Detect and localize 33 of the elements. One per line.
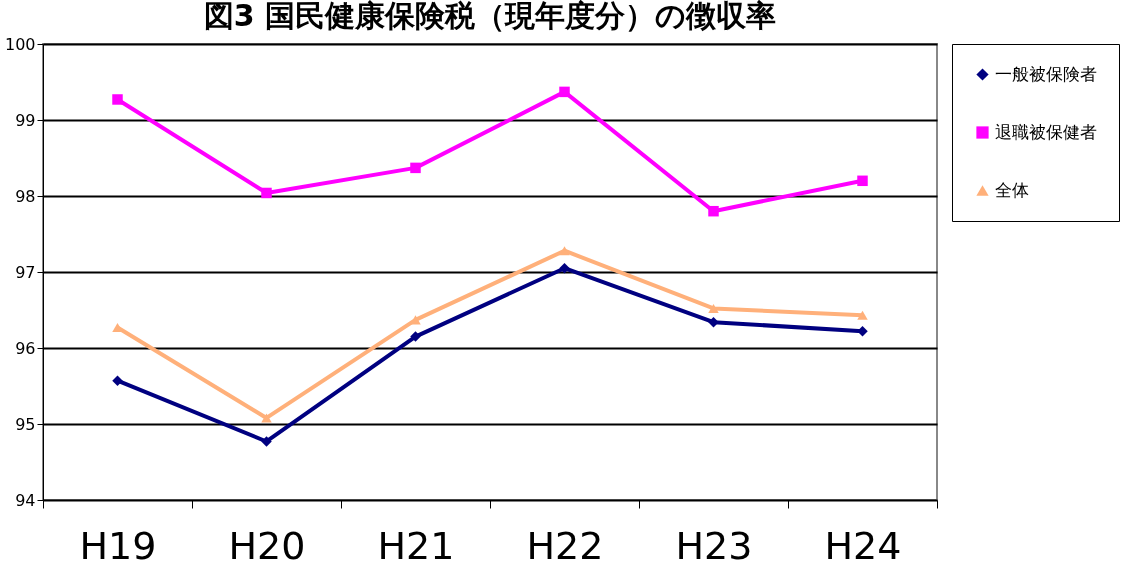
- x-tick-label: H19: [79, 523, 157, 568]
- x-tick-label: H20: [228, 523, 306, 568]
- point: [261, 436, 272, 447]
- point: [857, 175, 868, 187]
- point: [559, 262, 570, 274]
- point: [112, 94, 123, 105]
- point: [112, 375, 123, 386]
- point: [708, 316, 719, 328]
- x-tick-label: H22: [526, 523, 604, 568]
- y-tick-label: 100: [4, 34, 36, 54]
- point: [708, 205, 719, 217]
- point: [261, 187, 272, 199]
- point: [410, 315, 421, 325]
- y-tick-label: 94: [15, 490, 36, 510]
- legend-label: 全体: [995, 179, 1029, 200]
- y-tick-label: 99: [15, 110, 36, 130]
- y-tick-label: 96: [15, 338, 36, 358]
- x-tick-label: H21: [377, 523, 455, 568]
- point: [708, 303, 719, 314]
- x-tick-label: H24: [824, 523, 902, 568]
- point: [261, 413, 272, 423]
- y-tick-label: 95: [15, 414, 36, 434]
- point: [857, 310, 868, 320]
- chart-title: 図3 国民健康保険税（現年度分）の徴収率: [203, 0, 777, 33]
- point: [559, 86, 570, 98]
- y-tick-label: 98: [15, 186, 36, 206]
- point: [559, 246, 570, 256]
- legend-label: 一般被保険者: [995, 63, 1097, 84]
- legend-label: 退職被保健者: [995, 121, 1097, 142]
- point: [410, 162, 421, 174]
- x-tick-label: H23: [675, 523, 753, 568]
- point: [410, 331, 421, 342]
- y-tick-label: 97: [15, 262, 36, 282]
